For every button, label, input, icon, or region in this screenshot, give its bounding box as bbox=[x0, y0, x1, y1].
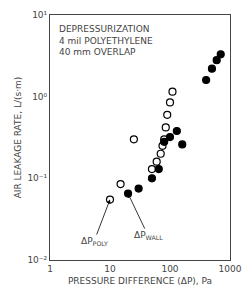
svg-text:PRESSURE DIFFERENCE (ΔP), Pa: PRESSURE DIFFERENCE (ΔP), Pa bbox=[68, 276, 212, 286]
svg-text:10⁻²: 10⁻² bbox=[27, 255, 47, 265]
svg-text:10¹: 10¹ bbox=[32, 10, 47, 20]
svg-text:AIR LEAKAGE RATE, L/(s·m): AIR LEAKAGE RATE, L/(s·m) bbox=[13, 77, 23, 199]
svg-text:10⁻¹: 10⁻¹ bbox=[27, 173, 47, 183]
svg-text:10⁰: 10⁰ bbox=[32, 92, 47, 102]
svg-text:1: 1 bbox=[47, 264, 53, 274]
svg-text:10: 10 bbox=[104, 264, 116, 274]
svg-text:1000: 1000 bbox=[219, 264, 242, 274]
svg-text:DEPRESSURIZATION4 mil POLYETHY: DEPRESSURIZATION4 mil POLYETHYLENE40 mm … bbox=[59, 24, 153, 57]
svg-text:100: 100 bbox=[161, 264, 178, 274]
svg-text:ΔP​POLY​: ΔP​POLY​ bbox=[81, 236, 108, 247]
svg-text:ΔP​WALL​: ΔP​WALL​ bbox=[134, 230, 163, 241]
